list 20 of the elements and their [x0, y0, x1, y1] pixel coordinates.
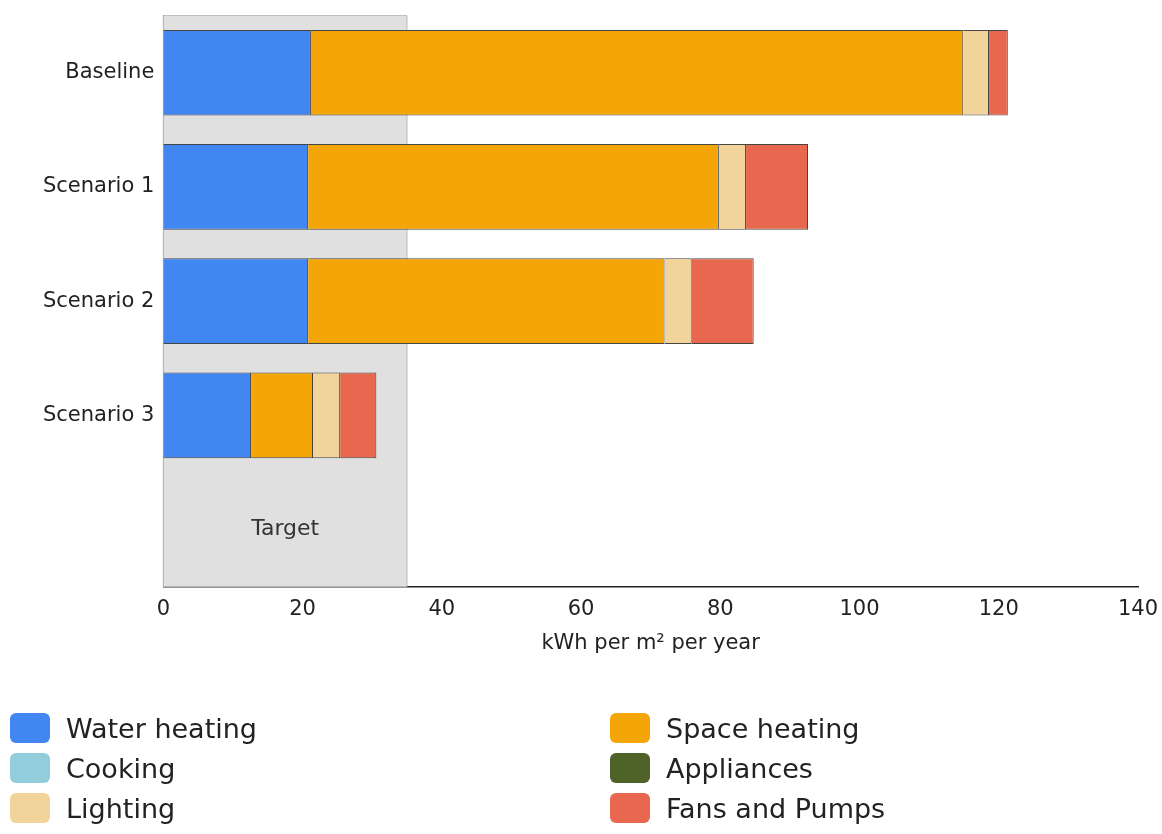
legend-label: Cooking [66, 752, 176, 784]
legend-label: Water heating [66, 712, 258, 744]
legend-label: Appliances [666, 752, 813, 784]
x-tick-label: 60 [567, 595, 595, 620]
x-tick-label: 120 [978, 595, 1019, 620]
band-label: Target [250, 515, 320, 541]
y-tick-label: Scenario 2 [43, 287, 155, 312]
x-tick-label: 140 [1117, 595, 1159, 620]
legend-label: Lighting [66, 792, 176, 824]
x-tick-label: 100 [839, 595, 880, 620]
y-tick-label: Scenario 3 [43, 401, 155, 426]
x-tick-label: 80 [706, 595, 734, 620]
y-tick-label: Baseline [65, 59, 155, 84]
x-tick-label: 40 [428, 595, 456, 620]
x-tick-label: 0 [156, 595, 171, 620]
legend-label: Space heating [666, 712, 860, 744]
x-axis-title: kWh per m² per year [541, 629, 761, 654]
legend-label: Fans and Pumps [666, 792, 886, 824]
x-tick-label: 20 [289, 595, 316, 620]
y-tick-label: Scenario 1 [43, 173, 155, 198]
